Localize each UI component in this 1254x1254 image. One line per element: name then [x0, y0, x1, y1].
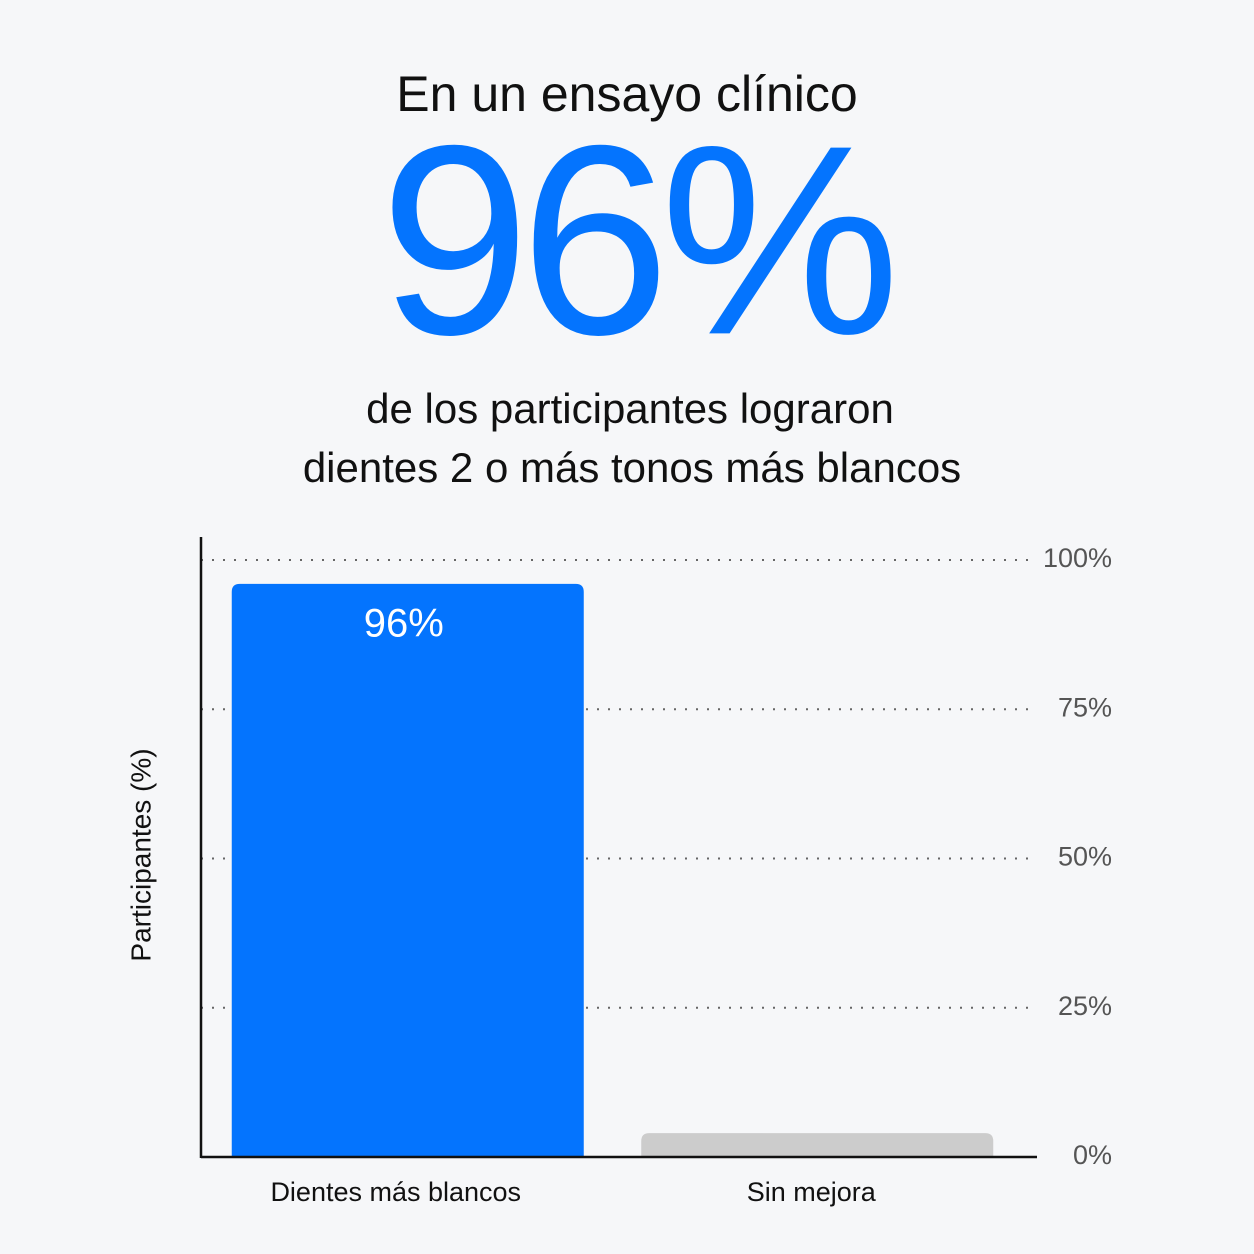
- y-tick-label: 75%: [1058, 692, 1112, 722]
- bar: [641, 1133, 994, 1157]
- x-tick-label: Dientes más blancos: [270, 1177, 521, 1207]
- x-tick-label: Sin mejora: [747, 1177, 877, 1207]
- bar: [231, 583, 584, 1157]
- subtitle-line: de los participantes lograron: [366, 385, 894, 432]
- value-label: 96%: [364, 601, 444, 645]
- subtitle-line: dientes 2 o más tonos más blancos: [303, 444, 961, 491]
- chart-title: En un ensayo clínico: [396, 66, 857, 122]
- y-tick-label: 100%: [1043, 543, 1112, 573]
- y-axis-label: Participantes (%): [125, 748, 156, 961]
- y-tick-label: 0%: [1073, 1140, 1112, 1170]
- y-tick-label: 25%: [1058, 991, 1112, 1021]
- headline: 96%: [380, 90, 892, 391]
- y-tick-label: 50%: [1058, 842, 1112, 872]
